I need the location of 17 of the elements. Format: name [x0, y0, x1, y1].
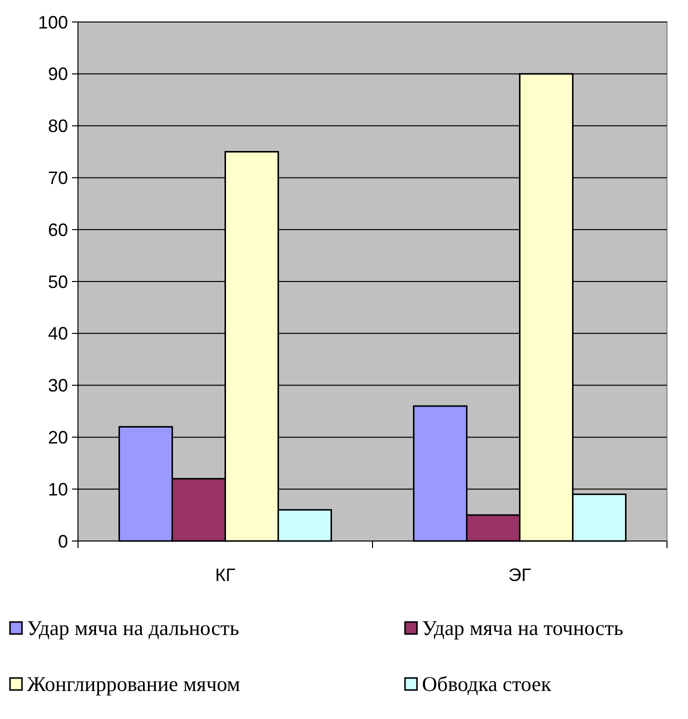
- y-tick-label: 80: [48, 116, 68, 136]
- y-tick-label: 90: [48, 64, 68, 84]
- y-tick-label: 100: [38, 12, 68, 32]
- x-tick-label: КГ: [215, 565, 236, 585]
- y-tick-label: 50: [48, 272, 68, 292]
- x-tick-label: ЭГ: [508, 565, 532, 585]
- legend-label: Удар мяча на дальность: [27, 616, 240, 640]
- legend-label: Обводка стоек: [422, 672, 552, 696]
- y-tick-label: 40: [48, 324, 68, 344]
- y-tick-label: 10: [48, 479, 68, 500]
- y-tick-label: 0: [58, 531, 68, 552]
- y-tick-label: 20: [48, 428, 68, 448]
- y-tick-label: 70: [48, 168, 68, 188]
- legend-label: Жонглиррование мячом: [27, 672, 240, 696]
- legend-label: Удар мяча на точность: [422, 616, 624, 640]
- y-tick-label: 30: [48, 376, 68, 396]
- y-tick-label: 60: [48, 220, 68, 240]
